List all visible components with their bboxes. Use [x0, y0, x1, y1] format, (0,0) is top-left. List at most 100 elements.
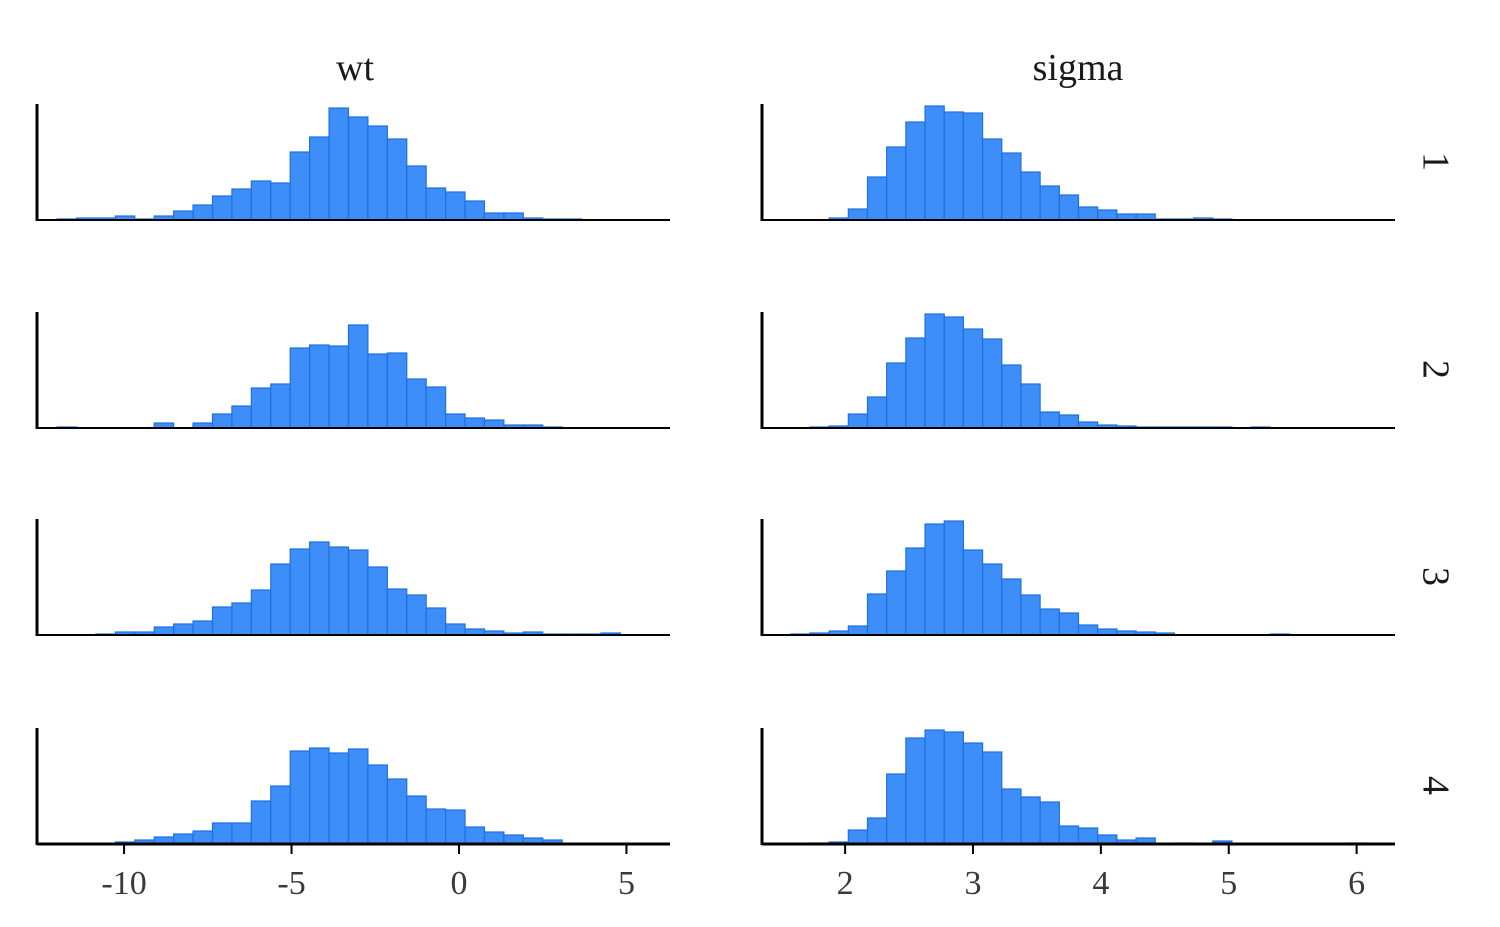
hist-bar [192, 204, 214, 221]
hist-bar [173, 623, 194, 636]
strip-label-chain-4: 4 [1414, 776, 1456, 795]
hist-bar [328, 752, 350, 845]
hist-bar [347, 549, 369, 636]
hist-bar [464, 417, 486, 429]
x-tick-label: 0 [451, 865, 468, 902]
hist-bar [173, 210, 194, 221]
panel-wt-1 [35, 104, 670, 221]
hist-bar [905, 737, 926, 845]
hist-bar [347, 324, 369, 429]
hist-bar [866, 593, 888, 636]
hist-bar [962, 328, 984, 429]
x-axes: -10 -5 0 5 2 3 4 5 6 [101, 844, 1365, 902]
hist-bar [847, 413, 869, 429]
hist-bar [1039, 608, 1060, 636]
hist-bar [1020, 796, 1041, 845]
panel-sigma-3 [760, 519, 1395, 636]
hist-bar [328, 107, 350, 221]
hist-bar [289, 347, 311, 429]
hist-bar [1097, 209, 1118, 221]
panel-wt-4 [35, 728, 670, 846]
hist-bar [309, 541, 330, 636]
hist-bar [847, 208, 869, 221]
hist-bar [866, 817, 888, 845]
hist-bar [192, 620, 214, 636]
hist-bar [386, 588, 408, 636]
hist-bar [962, 742, 984, 845]
hist-bar [886, 773, 907, 845]
hist-bar [211, 413, 233, 429]
hist-bar [211, 822, 233, 845]
hist-bar [270, 182, 291, 221]
hist-bar [231, 822, 252, 845]
hist-bar [289, 151, 311, 221]
hist-bar [962, 112, 984, 221]
x-tick-label: -5 [277, 865, 305, 902]
hist-bar [445, 191, 466, 221]
hist-bar [211, 606, 233, 636]
strip-label-chain-2: 2 [1414, 360, 1456, 379]
hist-bar [1001, 364, 1022, 429]
strip-label-chain-3: 3 [1414, 567, 1456, 586]
hist-bar [924, 729, 945, 845]
hist-bar [943, 316, 965, 429]
hist-bar [905, 121, 926, 221]
hist-bar [503, 212, 524, 221]
hist-bar [943, 111, 965, 221]
hist-bar [425, 386, 447, 429]
hist-bar [886, 570, 907, 636]
hist-bar [943, 520, 965, 636]
hist-bar [1077, 624, 1099, 636]
x-tick-label: 4 [1092, 865, 1109, 902]
hist-bar [250, 180, 272, 221]
hist-bar [406, 594, 427, 636]
hist-bar [270, 785, 291, 845]
hist-bar [328, 546, 350, 636]
hist-bar [866, 176, 888, 221]
hist-bar [943, 731, 965, 845]
hist-bar [886, 146, 907, 221]
hist-bar [406, 165, 427, 221]
hist-bar [309, 136, 330, 221]
hist-bar [386, 352, 408, 429]
hist-bar [289, 548, 311, 636]
panel-sigma-2 [760, 312, 1395, 429]
hist-bar [1039, 185, 1060, 221]
hist-bar [1001, 788, 1022, 845]
hist-bar [981, 338, 1003, 429]
hist-bar [153, 626, 175, 636]
hist-bar [250, 589, 272, 636]
hist-bar [270, 563, 291, 636]
strip-label-sigma: sigma [1033, 47, 1124, 89]
hist-bar [483, 212, 505, 221]
hist-bar [1020, 594, 1041, 636]
x-tick-label: 5 [618, 865, 635, 902]
hist-bar [905, 547, 926, 636]
hist-bar [211, 195, 233, 221]
hist-bar [1058, 194, 1080, 221]
hist-bar [905, 337, 926, 429]
hist-bar [847, 829, 869, 845]
hist-bar [250, 387, 272, 429]
hist-bar [981, 751, 1003, 845]
hist-bar [981, 563, 1003, 636]
hist-bar [1058, 825, 1080, 845]
hist-bar [886, 362, 907, 429]
hist-bar [231, 405, 252, 429]
panel-sigma-4 [760, 728, 1395, 846]
hist-bar [386, 138, 408, 221]
x-axis-wt: -10 -5 0 5 [101, 844, 635, 902]
hist-bar [231, 188, 252, 221]
hist-bar [309, 747, 330, 845]
x-tick-label: 2 [837, 865, 854, 902]
hist-bar [425, 607, 447, 636]
hist-bar [406, 378, 427, 429]
hist-bar [1039, 801, 1060, 845]
hist-bar [464, 826, 486, 845]
hist-bar [1020, 383, 1041, 429]
facet-panels [35, 104, 1395, 846]
hist-bar [192, 830, 214, 845]
hist-bar [1001, 578, 1022, 636]
hist-bar [981, 138, 1003, 221]
